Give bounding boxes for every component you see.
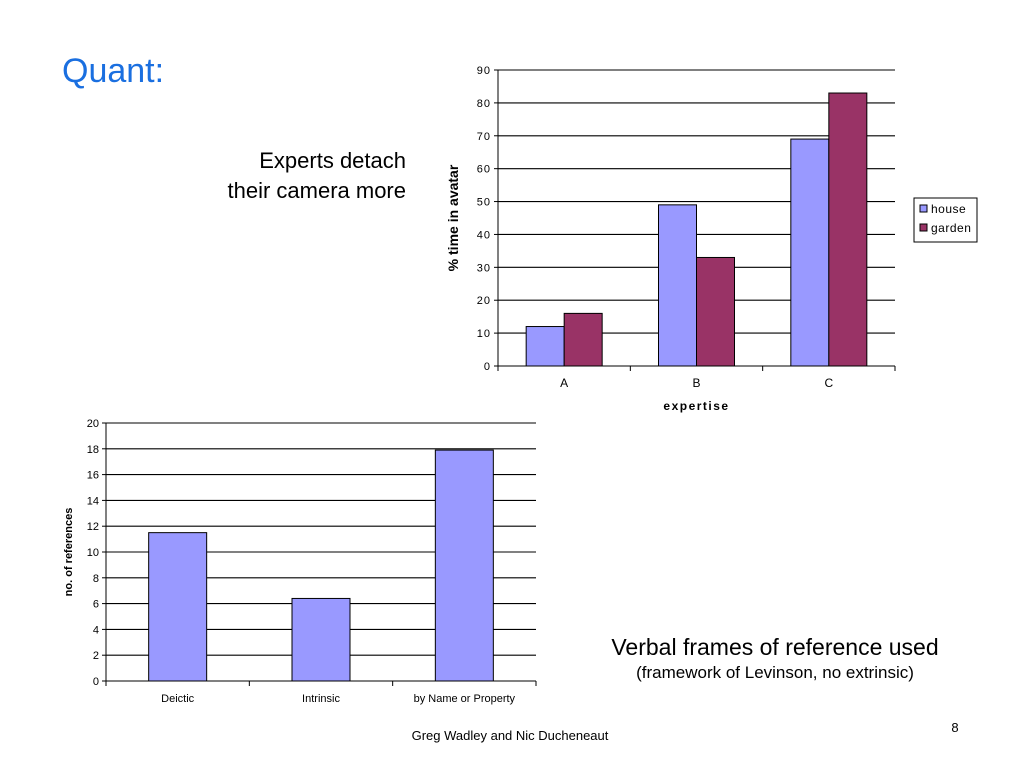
x-category-label: Deictic xyxy=(161,693,195,705)
x-category-label: A xyxy=(560,376,568,390)
y-tick-label: 20 xyxy=(87,418,99,430)
bar xyxy=(658,204,697,367)
x-axis-title: expertise xyxy=(663,399,729,413)
slide-title: Quant: xyxy=(62,52,165,90)
x-category-label: C xyxy=(824,376,833,390)
x-category-label: Intrinsic xyxy=(302,693,340,705)
y-tick-label: 50 xyxy=(477,197,491,209)
page-number: 8 xyxy=(951,720,959,735)
y-tick-label: 80 xyxy=(477,98,491,110)
caption-experts-line2: their camera more xyxy=(227,178,406,203)
chart-frames-of-reference: 0 2 4 6 8 10 12 14 16 18 20 Deictic Intrinsic by Name… xyxy=(63,418,537,705)
bar xyxy=(563,312,603,367)
x-category-label: B xyxy=(692,376,700,390)
legend-swatch xyxy=(919,223,928,232)
bar xyxy=(790,138,830,367)
y-tick-label: 40 xyxy=(477,229,491,241)
y-tick-label: 60 xyxy=(477,164,491,176)
legend-swatch xyxy=(919,204,928,213)
caption-verbal-frames: Verbal frames of reference used (framewo… xyxy=(560,632,990,684)
y-tick-label: 10 xyxy=(477,328,491,340)
y-tick-label: 0 xyxy=(484,361,491,373)
caption-verbal-frames-sub: (framework of Levinson, no extrinsic) xyxy=(636,663,914,682)
caption-experts: Experts detach their camera more xyxy=(160,146,406,206)
y-tick-label: 90 xyxy=(477,65,491,77)
y-tick-label: 4 xyxy=(93,624,99,636)
bar xyxy=(434,449,494,682)
footer-authors: Greg Wadley and Nic Ducheneaut xyxy=(411,728,609,743)
caption-verbal-frames-main: Verbal frames of reference used xyxy=(611,634,939,660)
y-tick-label: 14 xyxy=(87,495,99,507)
y-axis-title: no. of references xyxy=(63,508,75,597)
y-tick-label: 6 xyxy=(93,599,99,611)
y-tick-label: 70 xyxy=(477,131,491,143)
y-tick-label: 0 xyxy=(93,676,99,688)
bar xyxy=(696,256,735,367)
y-tick-label: 20 xyxy=(477,295,491,307)
y-tick-label: 10 xyxy=(87,547,99,559)
caption-experts-line1: Experts detach xyxy=(259,148,406,173)
legend-label: garden xyxy=(931,221,971,235)
y-tick-label: 16 xyxy=(87,470,99,482)
bar xyxy=(525,326,565,367)
legend-label: house xyxy=(931,202,966,216)
bar xyxy=(828,92,868,367)
y-tick-label: 30 xyxy=(477,262,491,274)
x-category-label: by Name or Property xyxy=(414,693,516,705)
y-axis-title: % time in avatar xyxy=(445,164,461,271)
y-tick-label: 18 xyxy=(87,444,99,456)
y-tick-label: 8 xyxy=(93,573,99,585)
y-tick-label: 2 xyxy=(93,650,99,662)
bar xyxy=(148,532,208,682)
y-tick-label: 12 xyxy=(87,521,99,533)
bar xyxy=(291,597,351,682)
